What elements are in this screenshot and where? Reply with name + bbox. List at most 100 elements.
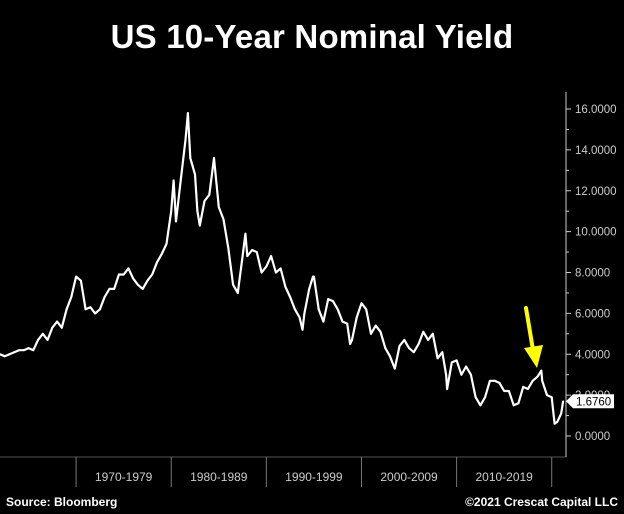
- data-point: [308, 287, 311, 290]
- data-point: [84, 308, 87, 311]
- data-point: [398, 345, 401, 347]
- data-point: [349, 343, 351, 345]
- data-point: [37, 339, 39, 341]
- data-point: [460, 373, 463, 376]
- data-point: [556, 420, 559, 423]
- data-point: [13, 351, 16, 354]
- data-point: [450, 361, 453, 364]
- data-point: [141, 287, 144, 290]
- data-point: [293, 308, 296, 311]
- data-point: [122, 273, 125, 276]
- data-point: [198, 224, 201, 227]
- data-point: [441, 351, 444, 354]
- data-point: [213, 157, 215, 159]
- data-point: [179, 179, 182, 182]
- data-point: [522, 386, 525, 388]
- arrow-head: [524, 345, 543, 368]
- data-point: [18, 349, 20, 352]
- data-point: [232, 283, 234, 286]
- data-point: [108, 287, 111, 290]
- data-point: [89, 306, 92, 309]
- data-point: [236, 292, 239, 294]
- data-point: [241, 255, 244, 258]
- data-point: [244, 232, 247, 235]
- last-value-box: [566, 394, 614, 409]
- data-point: [436, 357, 439, 360]
- y-tick-label: 12.0000: [575, 186, 617, 198]
- x-category-label: 1980-1989: [190, 470, 248, 484]
- data-point: [512, 404, 515, 407]
- plot-area: [0, 111, 565, 425]
- data-point: [3, 355, 6, 358]
- data-point: [165, 242, 168, 245]
- data-point: [127, 267, 130, 270]
- data-point: [488, 379, 491, 382]
- data-point: [540, 369, 543, 372]
- data-point: [560, 412, 563, 415]
- data-point: [279, 267, 282, 270]
- data-point: [27, 347, 30, 350]
- data-point: [508, 390, 510, 392]
- data-point: [172, 179, 175, 182]
- category-bands: 1970-1979 1980-1989 1990-1999 2000-2009 2010…: [0, 456, 566, 487]
- data-point: [562, 400, 565, 403]
- data-point: [260, 271, 263, 274]
- y-tick-label: 6.0000: [575, 308, 610, 320]
- data-point: [427, 339, 429, 341]
- copyright-note: ©2021 Crescat Capital LLC: [465, 495, 618, 509]
- y-tick-label: 0.0000: [575, 431, 610, 443]
- data-point: [70, 296, 73, 298]
- x-category-label: 1970-1979: [95, 470, 153, 484]
- data-point: [484, 396, 487, 399]
- x-category-label: 2010-2019: [475, 470, 533, 484]
- data-point: [251, 249, 253, 251]
- x-category-label: 1990-1999: [285, 470, 343, 484]
- data-point: [445, 373, 448, 376]
- data-point: [22, 349, 25, 352]
- data-point: [332, 300, 334, 303]
- data-point: [189, 157, 192, 159]
- down-arrow-icon: [524, 306, 543, 368]
- data-point: [146, 279, 149, 282]
- data-point: [389, 355, 391, 358]
- data-point: [422, 330, 425, 333]
- page-title: US 10-Year Nominal Yield: [110, 18, 514, 55]
- data-point: [370, 332, 372, 335]
- data-point: [246, 255, 249, 258]
- last-value-tag: 1.6760: [566, 394, 614, 409]
- arrow-shaft: [524, 306, 535, 352]
- y-tick-label: 16.0000: [575, 104, 617, 116]
- data-point: [175, 220, 177, 223]
- data-point: [132, 277, 135, 280]
- data-point: [431, 332, 434, 335]
- data-point: [265, 265, 268, 268]
- y-axis: 0.00002.00004.00006.00008.000010.000012.…: [565, 92, 617, 457]
- data-point: [531, 379, 534, 382]
- data-point: [360, 302, 363, 305]
- data-point: [289, 296, 292, 298]
- data-point: [336, 308, 339, 311]
- data-point: [79, 279, 82, 282]
- y-tick-label: 10.0000: [575, 227, 617, 239]
- data-point: [301, 328, 304, 331]
- data-point: [217, 206, 220, 209]
- data-point: [469, 373, 472, 376]
- data-point: [536, 375, 539, 378]
- data-point: [186, 112, 189, 114]
- source-note: Source: Bloomberg: [6, 495, 118, 509]
- data-point: [550, 396, 553, 399]
- data-point: [546, 394, 548, 397]
- last-value-label: 1.6760: [576, 396, 611, 408]
- data-point: [65, 308, 68, 311]
- yield-series-line: [0, 111, 565, 425]
- x-category-label: 2000-2009: [380, 470, 438, 484]
- data-point: [498, 381, 501, 384]
- data-point: [527, 388, 529, 390]
- data-point: [270, 255, 273, 258]
- data-point: [303, 312, 306, 315]
- data-point: [465, 365, 468, 368]
- data-point: [75, 275, 78, 278]
- data-point: [503, 390, 506, 392]
- data-point: [46, 339, 49, 341]
